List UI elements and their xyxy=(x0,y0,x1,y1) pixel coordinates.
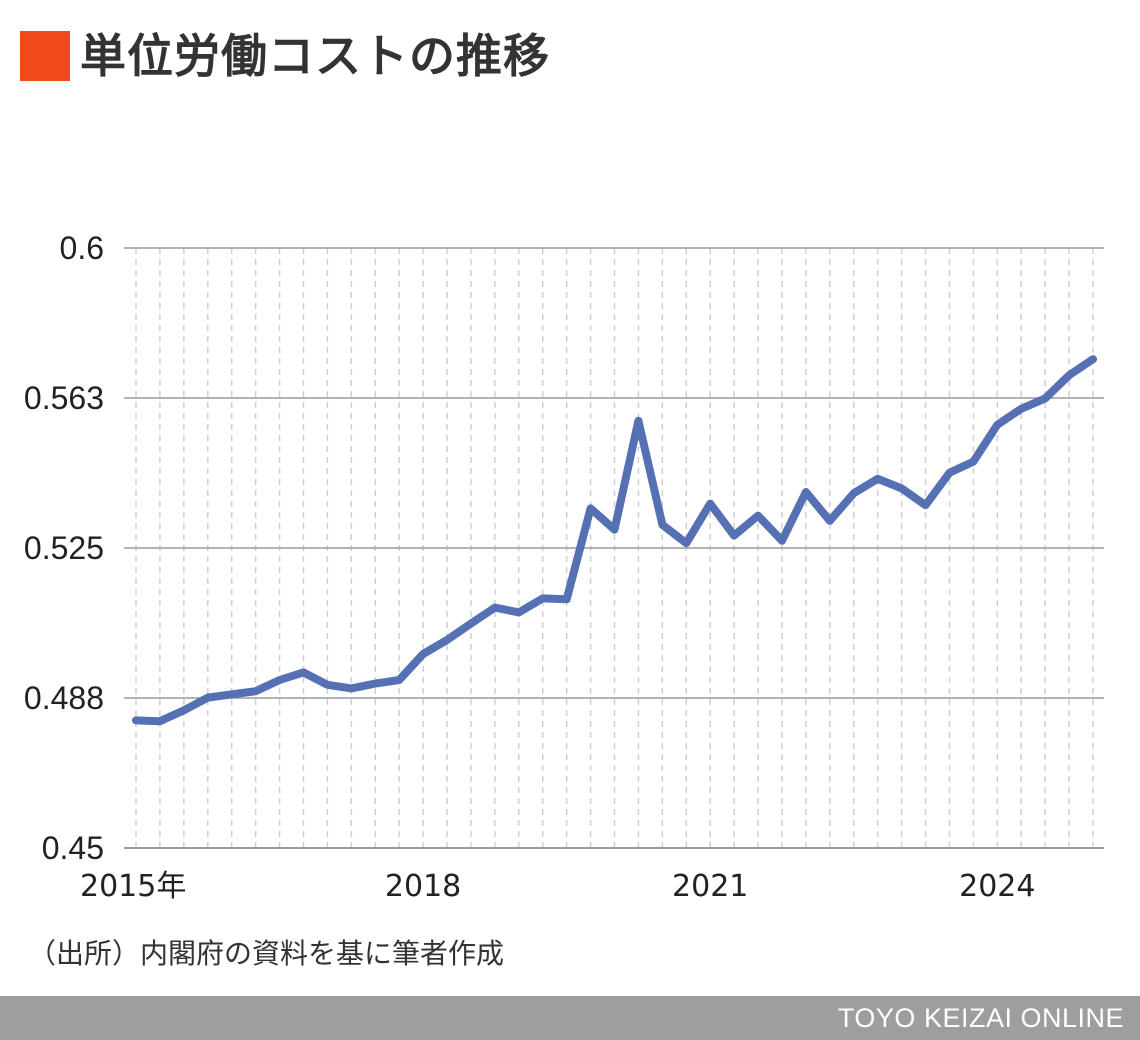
x-tick-label: 2015年 xyxy=(80,869,186,904)
y-axis-ticks: 0.6 0.563 0.525 0.488 0.45 xyxy=(24,230,104,866)
title-text: 単位労働コストの推移 xyxy=(80,29,550,83)
y-tick-label: 0.488 xyxy=(24,680,104,716)
x-tick-label: 2024 xyxy=(959,869,1035,904)
x-axis-ticks: 2015年 2018 2021 2024 xyxy=(80,869,1035,904)
y-tick-label: 0.6 xyxy=(60,230,104,266)
y-tick-label: 0.563 xyxy=(24,380,104,416)
major-gridlines xyxy=(124,247,1104,849)
series-group xyxy=(132,355,1097,726)
source-note: （出所）内閣府の資料を基に筆者作成 xyxy=(28,937,505,970)
x-tick-label: 2021 xyxy=(672,869,748,904)
series-line xyxy=(132,355,1097,726)
y-tick-label: 0.525 xyxy=(24,530,104,566)
footer-brand: TOYO KEIZAI ONLINE xyxy=(837,1003,1124,1033)
chart-title: 単位労働コストの推移 xyxy=(20,24,550,88)
x-tick-label: 2018 xyxy=(385,869,461,904)
title-accent-square xyxy=(20,31,70,81)
footer-bar: TOYO KEIZAI ONLINE xyxy=(0,996,1140,1040)
y-tick-label: 0.45 xyxy=(42,830,104,866)
